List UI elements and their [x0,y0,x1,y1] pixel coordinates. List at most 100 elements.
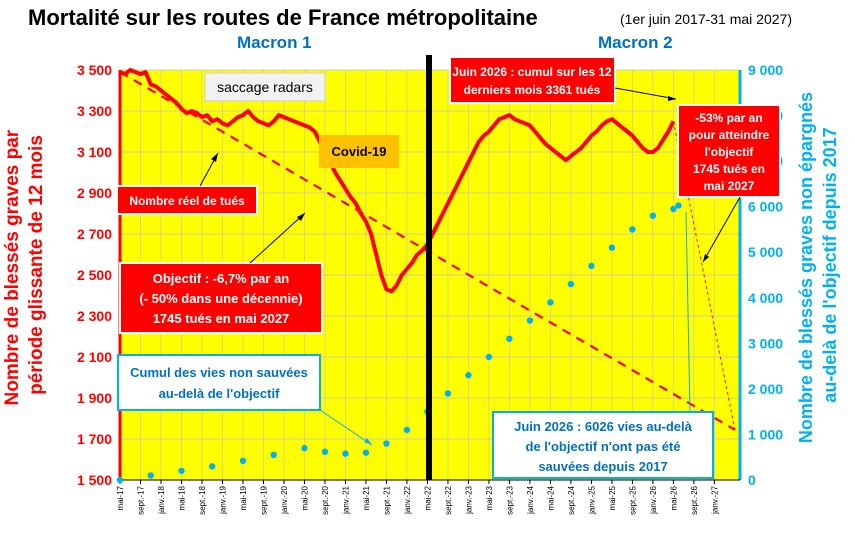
y-left-tick-label: 2 100 [77,349,112,365]
series-required-reduction-line [672,121,736,430]
series-cumul-point [506,335,513,342]
annotation-june-2026-cumul: Juin 2026 : cumul sur les 12 derniers mo… [449,56,677,104]
x-tick-label: janv.-27 [710,485,719,514]
series-cumul-point [465,372,472,379]
x-tick-label: mai-21 [362,485,371,510]
x-tick-label: janv.-26 [649,485,658,514]
x-tick-label: janv.-24 [526,485,535,514]
annotation-june-2026-lives: Juin 2026 : 6026 vies au-delà de l'objec… [492,211,714,479]
svg-text:Cumul des vies non sauvées: Cumul des vies non sauvées [130,365,308,380]
y-left-tick-label: 3 100 [77,144,112,160]
svg-text:Juin 2026 : cumul sur les 12: Juin 2026 : cumul sur les 12 [452,65,612,79]
series-cumul-point [670,205,677,213]
series-cumul-point [485,353,493,361]
series-cumul-point [444,390,452,397]
y-right-tick-label: 5 000 [748,244,783,260]
x-tick-label: mai-23 [485,485,494,510]
y-left-tick-label: 1 500 [77,472,112,488]
annotation-covid: Covid-19 [319,135,399,168]
svg-text:Nombre réel de tués: Nombre réel de tués [129,194,245,208]
y-left-tick-label: 1 700 [77,431,112,447]
series-cumul-point [588,262,595,270]
series-cumul-point [209,463,216,470]
series-cumul-point [116,476,124,484]
series-actual-deaths-line [119,68,676,294]
y-left-tick-label: 1 900 [77,390,112,406]
period-label-macron-1: Macron 1 [237,33,312,52]
x-tick-label: janv.-18 [157,485,166,514]
x-tick-label: sept.-24 [567,485,576,514]
x-tick-label: mai-17 [116,485,125,510]
x-tick-label: mai-22 [423,485,432,510]
x-tick-label: janv.-21 [341,485,350,514]
annotation-saccage-radars: saccage radars [204,72,326,102]
svg-text:Juin 2026 : 6026 vies au-delà: Juin 2026 : 6026 vies au-delà [514,419,693,434]
x-tick-label: mai-26 [669,485,678,510]
series-layer [116,68,736,484]
svg-text:de l'objectif n'ont pas été: de l'objectif n'ont pas été [526,439,681,454]
series-cumul-point [547,299,554,306]
series-cumul-point [321,448,329,455]
series-cumul-point [301,444,308,452]
svg-text:derniers mois 3361 tués: derniers mois 3361 tués [464,83,601,97]
x-tick-label: sept.-25 [628,485,637,514]
x-tick-label: sept.-23 [505,485,514,514]
series-cumul-point [147,472,154,479]
x-tick-label: sept.-22 [444,485,453,514]
x-tick-label: janv.-23 [464,485,473,514]
series-cumul-point [526,317,534,324]
svg-text:mai 2027: mai 2027 [704,179,755,193]
y-right-tick-label: 3 000 [748,335,783,351]
x-tick-label: sept.-21 [382,485,391,514]
chart-subtitle: (1er juin 2017-31 mai 2027) [620,11,792,27]
svg-text:Covid-19: Covid-19 [332,144,387,159]
y-right-tick-label: 2 000 [748,381,783,397]
x-tick-label: sept.-26 [690,485,699,514]
x-tick-label: mai-20 [300,485,309,510]
series-cumul-point [383,440,390,447]
svg-text:1745 tués en mai 2027: 1745 tués en mai 2027 [153,311,290,326]
y-right-tick-label: 6 000 [748,199,783,215]
series-cumul-point [567,280,575,288]
series-cumul-point [403,426,411,434]
x-tick-label: sept.-19 [259,485,268,514]
y-right-tick-label: 9 000 [748,62,783,78]
y-left-tick-label: 3 300 [77,103,112,119]
left-axis-title: Nombre de blessés graves par période gli… [2,125,47,406]
right-axis-title: Nombre de blessés graves non épargnés au… [796,87,840,443]
svg-text:saccage radars: saccage radars [217,79,313,95]
annotation-objective: Objectif : -6,7% par an (- 50% dans une … [119,212,323,334]
x-tick-label: mai-18 [177,485,186,510]
x-tick-label: sept.-20 [321,485,330,514]
x-tick-label: mai-25 [608,485,617,510]
x-tick-label: janv.-22 [403,485,412,514]
x-tick-label: sept.-17 [136,485,145,514]
svg-text:(- 50% dans une décennie): (- 50% dans une décennie) [139,291,302,306]
y-right-tick-label: 1 000 [748,426,783,442]
y-left-tick-label: 2 300 [77,308,112,324]
svg-text:au-delà de l'objectif: au-delà de l'objectif [159,386,281,401]
x-tick-label: mai-24 [546,485,555,510]
svg-text:Objectif : -6,7% par an: Objectif : -6,7% par an [153,271,290,286]
y-left-tick-label: 2 700 [77,226,112,242]
series-cumul-point [608,244,616,251]
y-right-tick-label: 4 000 [748,290,783,306]
x-tick-label: janv.-25 [587,485,596,514]
period-label-macron-2: Macron 2 [598,33,673,52]
y-left-tick-label: 2 900 [77,185,112,201]
y-right-tick-label: 0 [748,472,756,488]
y-left-tick-label: 3 500 [77,62,112,78]
x-tick-label: janv.-19 [218,485,227,514]
x-tick-label: mai-19 [239,485,248,510]
series-cumul-point [675,202,682,209]
chart-title: Mortalité sur les routes de France métro… [28,5,538,30]
svg-text:pour atteindre: pour atteindre [689,128,770,142]
series-cumul-point [239,457,247,465]
svg-text:l'objectif: l'objectif [705,145,755,159]
series-cumul-point [362,449,370,456]
series-cumul-point [342,450,349,457]
svg-text:-53% par an: -53% par an [695,111,762,125]
annotation-cumul: Cumul des vies non sauvées au-delà de l'… [117,354,373,446]
svg-text:sauvées depuis 2017: sauvées depuis 2017 [538,459,667,474]
